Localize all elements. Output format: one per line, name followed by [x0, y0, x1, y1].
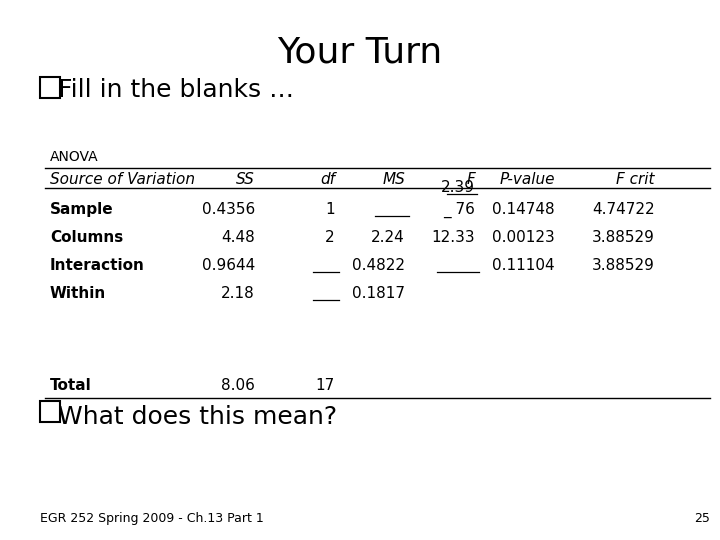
Text: 8.06: 8.06 — [221, 378, 255, 393]
Text: 3.88529: 3.88529 — [592, 230, 655, 245]
Text: 2.24: 2.24 — [372, 230, 405, 245]
Text: 4.74722: 4.74722 — [593, 202, 655, 217]
Text: F crit: F crit — [616, 172, 655, 187]
Text: 3.88529: 3.88529 — [592, 258, 655, 273]
Text: _ 76: _ 76 — [443, 202, 475, 218]
Text: 0.1817: 0.1817 — [352, 286, 405, 301]
Text: Columns: Columns — [50, 230, 123, 245]
Text: F: F — [467, 172, 475, 187]
Text: 2.39: 2.39 — [441, 180, 475, 195]
Text: Sample: Sample — [50, 202, 114, 217]
Text: 0.00123: 0.00123 — [492, 230, 555, 245]
Text: MS: MS — [382, 172, 405, 187]
Text: Interaction: Interaction — [50, 258, 145, 273]
Text: What does this mean?: What does this mean? — [58, 405, 337, 429]
Text: 1: 1 — [325, 202, 335, 217]
Text: 0.14748: 0.14748 — [492, 202, 555, 217]
Text: Source of Variation: Source of Variation — [50, 172, 195, 187]
Text: Total: Total — [50, 378, 91, 393]
Text: Your Turn: Your Turn — [277, 35, 443, 69]
Text: 0.4822: 0.4822 — [352, 258, 405, 273]
Text: 25: 25 — [694, 512, 710, 525]
Text: ANOVA: ANOVA — [50, 150, 99, 164]
Text: 4.48: 4.48 — [221, 230, 255, 245]
Text: 0.4356: 0.4356 — [202, 202, 255, 217]
Text: 2: 2 — [325, 230, 335, 245]
Text: 12.33: 12.33 — [431, 230, 475, 245]
Text: df: df — [320, 172, 335, 187]
Text: 17: 17 — [316, 378, 335, 393]
Text: P-value: P-value — [500, 172, 555, 187]
Text: Fill in the blanks …: Fill in the blanks … — [58, 78, 294, 102]
Text: 0.11104: 0.11104 — [492, 258, 555, 273]
Text: EGR 252 Spring 2009 - Ch.13 Part 1: EGR 252 Spring 2009 - Ch.13 Part 1 — [40, 512, 264, 525]
Text: SS: SS — [236, 172, 255, 187]
Text: 2.18: 2.18 — [221, 286, 255, 301]
Text: Within: Within — [50, 286, 107, 301]
Text: 0.9644: 0.9644 — [202, 258, 255, 273]
